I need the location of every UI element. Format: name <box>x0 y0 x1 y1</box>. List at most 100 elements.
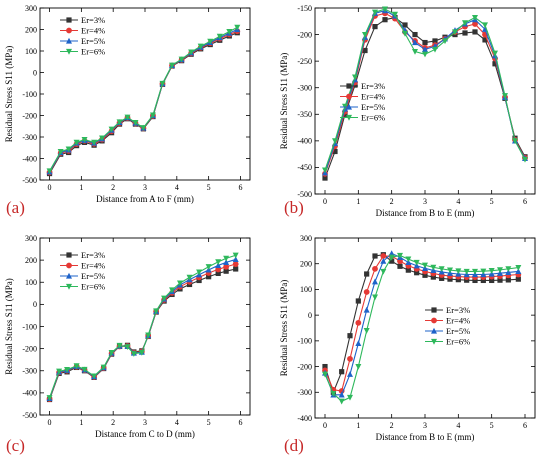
y-tick-label: 0 <box>33 68 37 77</box>
data-point <box>362 47 368 54</box>
data-point <box>515 276 521 282</box>
legend-marker <box>66 262 72 269</box>
data-point <box>347 333 353 339</box>
data-point <box>412 39 418 46</box>
data-point <box>169 62 176 69</box>
data-point <box>464 277 470 283</box>
y-tick-label: 200 <box>25 256 37 265</box>
x-axis-label: Distance from C to D (mm) <box>95 429 195 439</box>
y-tick-label: -400 <box>22 389 37 398</box>
panel-letter: (d) <box>284 436 304 455</box>
data-point <box>338 398 345 405</box>
data-point <box>405 267 411 273</box>
data-point <box>130 351 137 357</box>
chart-panel-3: 0 1 2 3 4 5 6 -500 -400 -300 -200 -100 0 100 200 300 Dis… <box>4 234 251 455</box>
legend-marker <box>66 37 72 44</box>
data-point <box>169 287 176 294</box>
data-point <box>455 268 462 275</box>
legend-marker <box>431 338 437 345</box>
legend-entry: Er=3% <box>81 15 105 25</box>
data-point <box>332 148 338 155</box>
data-point <box>380 268 387 275</box>
legend-marker <box>431 307 437 313</box>
data-point <box>363 306 370 313</box>
y-tick-label: -100 <box>22 322 37 331</box>
legend-marker <box>346 83 352 89</box>
data-point <box>363 289 370 295</box>
y-tick-label: -500 <box>22 411 37 420</box>
series-line <box>49 30 238 173</box>
data-point <box>480 268 487 275</box>
legend-entry: Er=6% <box>361 113 385 123</box>
legend-marker <box>66 252 72 258</box>
y-tick-label: -400 <box>297 137 312 146</box>
data-point <box>355 340 362 347</box>
data-point <box>362 31 368 38</box>
legend-entry: Er=5% <box>81 271 105 281</box>
series-line <box>324 10 526 173</box>
legend-entry: Er=3% <box>446 305 470 315</box>
legend-entry: Er=5% <box>81 36 105 46</box>
x-tick-label: 6 <box>238 183 242 192</box>
y-tick-label: 200 <box>300 260 312 269</box>
data-point <box>138 350 145 356</box>
data-point <box>73 139 80 146</box>
x-tick-label: 1 <box>79 183 83 192</box>
y-tick-label: 100 <box>25 47 37 56</box>
x-tick-label: 3 <box>143 418 147 427</box>
legend-marker <box>66 272 72 279</box>
series-Er=5% <box>46 26 241 175</box>
data-point <box>57 149 64 155</box>
x-tick-label: 2 <box>390 197 394 206</box>
data-point <box>430 264 437 271</box>
x-axis-label: Distance from B to E (mm) <box>376 208 475 218</box>
data-point <box>364 271 370 277</box>
x-tick-label: 5 <box>490 197 494 206</box>
x-tick-label: 1 <box>79 418 83 427</box>
x-tick-label: 0 <box>323 421 327 430</box>
data-point <box>232 261 239 268</box>
y-tick-label: -300 <box>297 388 312 397</box>
legend-entry: Er=6% <box>81 47 105 57</box>
legend-entry: Er=4% <box>81 261 105 271</box>
series-Er=6% <box>322 6 528 174</box>
chart-panel-2: 0 1 2 3 4 5 6 -500 -450 -400 -350 -300 -250 -200 -150 D… <box>279 4 536 218</box>
data-point <box>196 269 203 276</box>
y-tick-label: -100 <box>297 337 312 346</box>
data-point <box>372 278 378 285</box>
data-point <box>472 21 478 27</box>
x-tick-label: 3 <box>143 183 147 192</box>
data-point <box>512 138 518 145</box>
data-point <box>372 253 378 259</box>
data-point <box>149 112 156 119</box>
legend-entry: Er=4% <box>81 26 105 36</box>
data-point <box>145 332 152 339</box>
data-point <box>452 29 458 36</box>
data-point <box>223 259 230 265</box>
data-point <box>153 308 160 315</box>
chart-panel-4: 0 1 2 3 4 5 6 -400 -300 -200 -100 0 100 200 300 Distanc… <box>279 234 536 455</box>
legend-marker <box>346 93 352 100</box>
data-point <box>422 262 428 269</box>
x-tick-label: 2 <box>111 418 115 427</box>
legend-marker <box>431 327 437 334</box>
y-tick-label: -250 <box>297 57 312 66</box>
data-point <box>380 257 387 264</box>
data-point <box>65 146 72 153</box>
x-tick-label: 4 <box>175 418 179 427</box>
y-tick-label: 100 <box>25 278 37 287</box>
panel-letter: (a) <box>6 198 25 217</box>
y-tick-label: -150 <box>297 4 312 13</box>
data-point <box>178 56 185 63</box>
data-point <box>232 252 239 259</box>
x-tick-label: 4 <box>175 183 179 192</box>
x-tick-label: 6 <box>238 418 242 427</box>
x-tick-label: 3 <box>423 421 427 430</box>
data-point <box>56 368 63 375</box>
data-point <box>124 344 131 351</box>
series-Er=4% <box>46 261 239 402</box>
data-point <box>132 119 139 126</box>
data-point <box>488 268 495 274</box>
data-point <box>322 175 328 181</box>
